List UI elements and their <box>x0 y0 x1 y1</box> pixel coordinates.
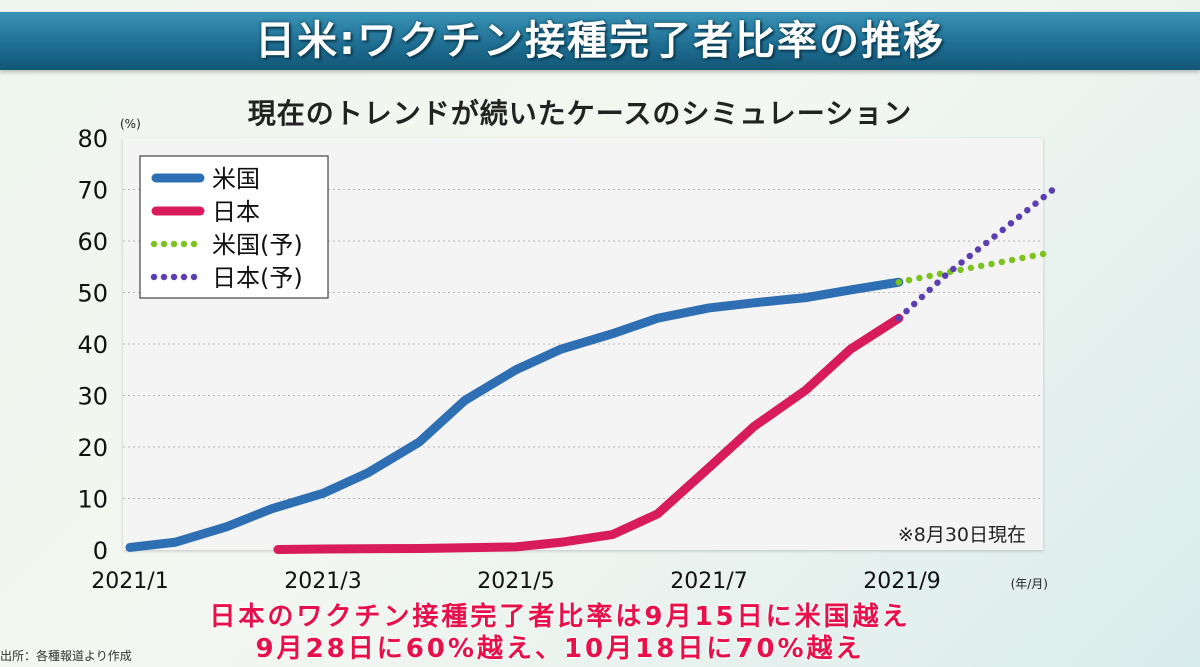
series-line-0 <box>125 277 904 552</box>
x-tick-label-3: 2021/7 <box>670 569 747 594</box>
y-tick-label-0: 0 <box>93 537 108 565</box>
source-note: 出所：各種報道より作成 <box>0 649 132 663</box>
y-tick-label-10: 10 <box>77 486 108 514</box>
legend-label-3: 日本(予) <box>212 264 303 292</box>
x-tick-label-2: 2021/5 <box>477 569 554 594</box>
title-bar: 日米:ワクチン接種完了者比率の推移 <box>0 12 1200 70</box>
x-axis-unit: (年/月) <box>1011 577 1048 591</box>
x-tick-label-0: 2021/1 <box>91 569 168 594</box>
footer-conclusion-line-2: 9月28日に60%越え、10月18日に70%越え <box>255 634 865 664</box>
chart-subtitle: 現在のトレンドが続いたケースのシミュレーション <box>247 97 913 130</box>
legend-label-0: 米国 <box>212 165 260 193</box>
y-tick-label-80: 80 <box>77 125 108 153</box>
y-tick-label-60: 60 <box>77 228 108 256</box>
y-tick-label-20: 20 <box>77 434 108 462</box>
y-tick-label-70: 70 <box>77 177 108 205</box>
series-dotted-line-3 <box>895 186 1057 322</box>
chart-title: 日米:ワクチン接種完了者比率の推移 <box>255 18 945 64</box>
x-tick-label-4: 2021/9 <box>863 569 940 594</box>
y-tick-label-30: 30 <box>77 383 108 411</box>
legend-label-1: 日本 <box>212 198 260 226</box>
chart-note: ※8月30日現在 <box>898 524 1026 546</box>
footer-conclusion-line-1: 日本のワクチン接種完了者比率は9月15日に米国越え <box>209 602 911 632</box>
y-tick-label-40: 40 <box>77 331 108 359</box>
y-axis-unit: (%) <box>120 117 141 131</box>
x-tick-label-1: 2021/3 <box>284 569 361 594</box>
series-line-1 <box>273 313 904 554</box>
legend-label-2: 米国(予) <box>212 231 303 259</box>
y-tick-label-50: 50 <box>77 280 108 308</box>
series-dotted-line-2 <box>895 250 1047 286</box>
